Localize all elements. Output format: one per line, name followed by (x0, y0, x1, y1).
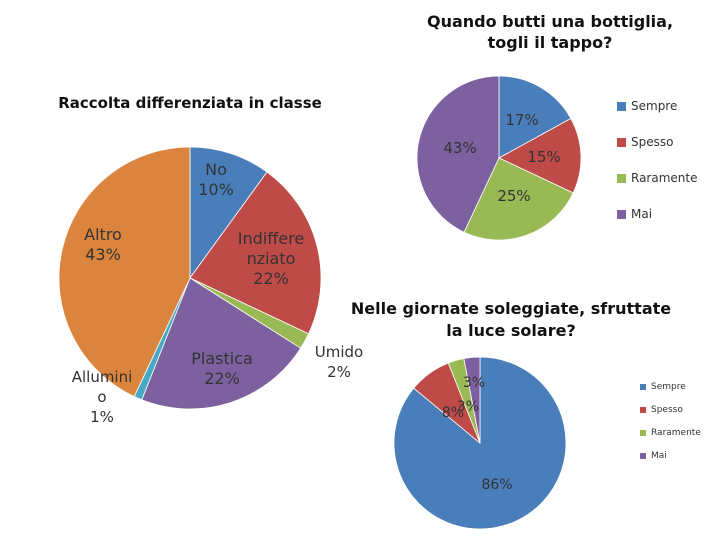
pie-chart-3: Nelle giornate soleggiate, sfruttate la l… (351, 299, 701, 530)
data-label-spesso: 8% (442, 405, 464, 421)
data-label-no: No 10% (198, 160, 234, 199)
pie-slice-sempre (498, 75, 572, 159)
legend-swatch-sempre (640, 384, 646, 390)
legend-swatch-mai (640, 453, 646, 459)
pie-slice-plastica (141, 277, 302, 410)
data-label-umido: Umido 2% (315, 343, 363, 381)
chart-title: Nelle giornate soleggiate, sfruttate la l… (351, 299, 671, 340)
pie-slice-no (189, 146, 268, 280)
pie-slice-altro (58, 146, 191, 398)
legend-label-sempre: Sempre (631, 99, 677, 113)
legend-label-sempre: Sempre (651, 382, 686, 392)
data-label-indifferenziato: Indiffere nziato 22% (238, 229, 304, 288)
pie-slice-mai (463, 356, 481, 444)
chart-title: Raccolta differenziata in classe (58, 94, 322, 112)
legend: Sempre Spesso Raramente Mai (617, 99, 697, 221)
legend-label-raramente: Raramente (631, 171, 697, 185)
data-label-altro: Altro 43% (84, 225, 122, 264)
legend-swatch-spesso (640, 407, 646, 413)
data-label-raramente: 25% (497, 187, 530, 205)
legend-swatch-raramente (617, 174, 626, 183)
legend-label-spesso: Spesso (631, 135, 673, 149)
data-label-plastica: Plastica 22% (191, 349, 253, 388)
data-label-alluminio: Allumini o 1% (72, 368, 133, 426)
chart-title: Quando butti una bottiglia, togli il tapp… (427, 12, 673, 52)
legend-swatch-sempre (617, 102, 626, 111)
legend-label-raramente: Raramente (651, 428, 701, 438)
pie-chart-2: Quando butti una bottiglia, togli il tapp… (416, 12, 697, 241)
pie-slice-raramente (463, 157, 574, 241)
legend: Sempre Spesso Raramente Mai (640, 382, 701, 461)
legend-label-spesso: Spesso (651, 405, 683, 415)
data-label-spesso: 15% (527, 148, 560, 166)
pie-slice-spesso (498, 117, 582, 194)
pie-chart-1: Raccolta differenziata in classe No 10%Ind… (58, 94, 363, 426)
legend-label-mai: Mai (631, 207, 652, 221)
legend-swatch-raramente (640, 430, 646, 436)
legend-swatch-spesso (617, 138, 626, 147)
data-label-mai: 43% (443, 139, 476, 157)
data-label-mai: 3% (457, 399, 479, 415)
data-label-sempre: 86% (481, 477, 512, 493)
legend-label-mai: Mai (651, 451, 667, 461)
pie-slice-sempre (393, 356, 567, 530)
data-label-raramente: 3% (463, 375, 485, 391)
data-label-sempre: 17% (505, 111, 538, 129)
pie-slice-mai (416, 75, 500, 233)
legend-swatch-mai (617, 210, 626, 219)
